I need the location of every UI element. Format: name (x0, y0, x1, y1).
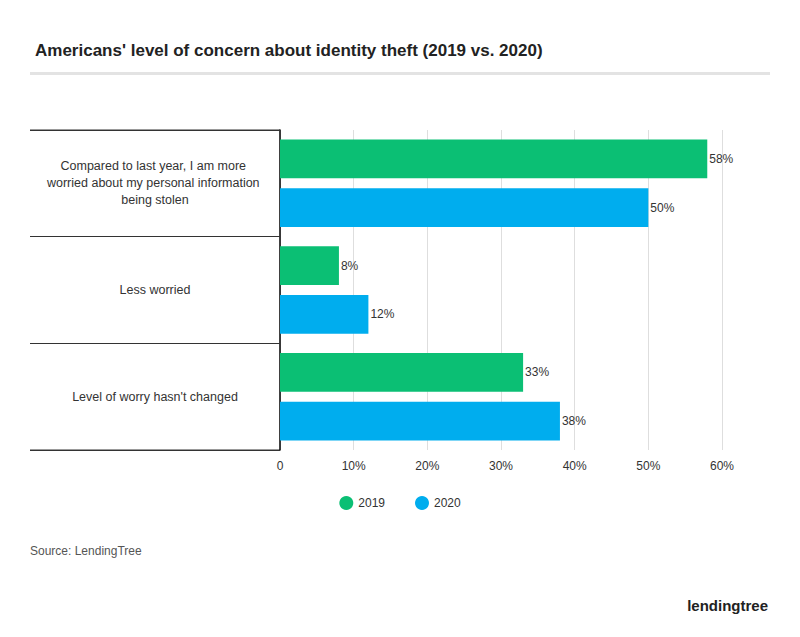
svg-text:33%: 33% (525, 365, 549, 379)
svg-text:58%: 58% (709, 152, 733, 166)
svg-text:38%: 38% (562, 414, 586, 428)
svg-text:50%: 50% (636, 459, 660, 473)
svg-text:10%: 10% (342, 459, 366, 473)
svg-text:Less worried: Less worried (120, 283, 191, 297)
svg-text:8%: 8% (341, 259, 359, 273)
svg-text:40%: 40% (563, 459, 587, 473)
svg-text:12%: 12% (370, 307, 394, 321)
svg-text:0: 0 (277, 459, 284, 473)
svg-text:2019: 2019 (358, 496, 385, 510)
svg-text:worried about my personal info: worried about my personal information (46, 176, 263, 190)
svg-text:Level of worry hasn't changed: Level of worry hasn't changed (72, 390, 238, 404)
svg-text:50%: 50% (650, 201, 674, 215)
svg-text:30%: 30% (489, 459, 513, 473)
svg-text:Compared to last year, I am mo: Compared to last year, I am more (61, 159, 250, 173)
svg-text:Americans' level of concern ab: Americans' level of concern about identi… (35, 41, 543, 60)
svg-text:being stolen: being stolen (121, 193, 188, 207)
svg-text:lendingtree: lendingtree (687, 597, 768, 614)
svg-text:20%: 20% (415, 459, 439, 473)
svg-text:Source: LendingTree: Source: LendingTree (30, 544, 142, 558)
svg-text:2020: 2020 (434, 496, 461, 510)
svg-text:60%: 60% (710, 459, 734, 473)
